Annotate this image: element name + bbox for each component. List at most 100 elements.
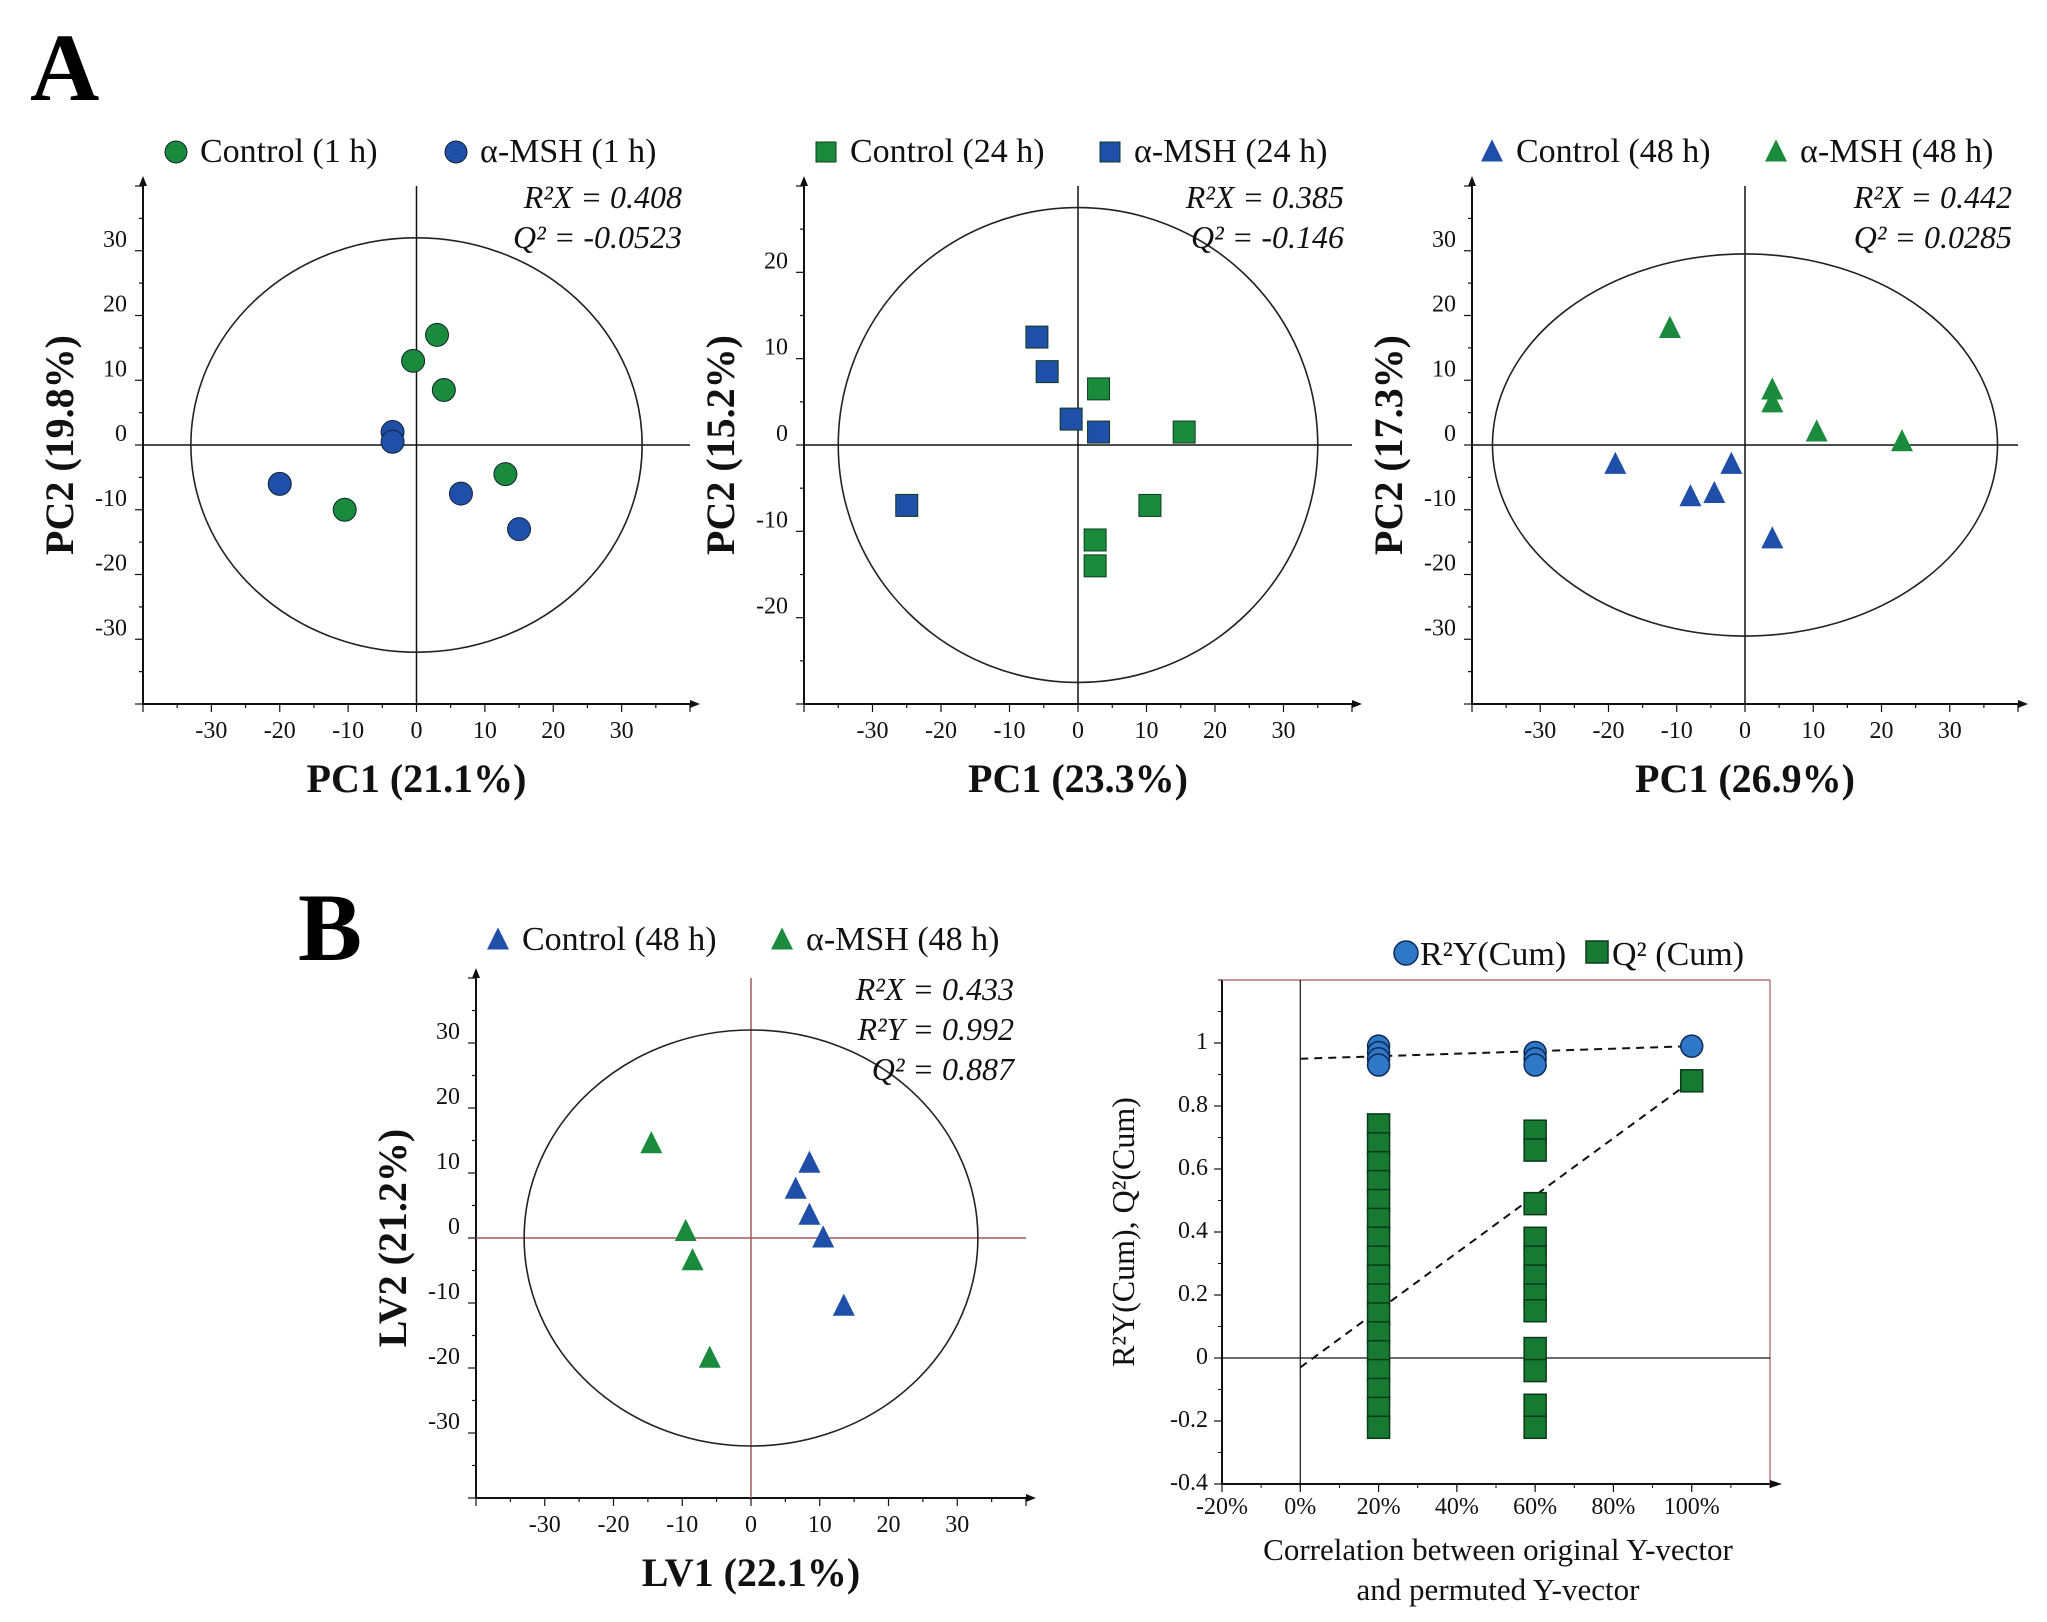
y-tick-label: -20 <box>428 1344 460 1370</box>
y-tick-label: 0 <box>1444 421 1456 447</box>
data-point <box>431 377 456 402</box>
legend-label: R²Y(Cum) <box>1420 936 1566 973</box>
data-point <box>798 1202 821 1225</box>
data-point <box>1025 325 1049 349</box>
y-axis-arrow <box>139 176 147 186</box>
y-tick-label: 30 <box>436 1019 460 1045</box>
model-stat: Q² = -0.0523 <box>513 219 682 255</box>
model-stat: Q² = -0.146 <box>1191 219 1344 255</box>
model-stat: R²X = 0.442 <box>1853 179 2012 215</box>
confidence-ellipse <box>523 1029 979 1447</box>
data-point <box>1761 377 1784 400</box>
model-stat: Q² = 0.887 <box>872 1051 1016 1087</box>
x-axis-arrow <box>2018 700 2028 708</box>
y-tick-label: -20 <box>756 594 788 620</box>
legend-marker <box>1765 139 1787 162</box>
y-axis-title: PC2 (17.3%) <box>1366 335 1411 555</box>
y-axis-title: PC2 (15.2%) <box>698 335 743 555</box>
x-tick-label: -10 <box>994 718 1026 744</box>
legend-marker <box>487 927 509 950</box>
x-axis-title-line-1: Correlation between original Y-vector <box>1263 1532 1733 1567</box>
y-tick-label: -20 <box>95 551 127 577</box>
data-point <box>1523 1053 1547 1077</box>
data-point <box>674 1218 697 1241</box>
data-point <box>507 517 532 542</box>
data-point <box>1679 484 1702 507</box>
y-axis-arrow <box>1468 176 1476 186</box>
x-tick-label: -20 <box>598 1512 630 1538</box>
y-axis-title: LV2 (21.2%) <box>370 1129 415 1348</box>
data-point <box>1366 1415 1391 1440</box>
plsda-plot-48h: -30 -20 -10 0 10 20 30 30 20 10 0 -10 -20 -30 LV1 (22.… <box>370 921 1036 1595</box>
data-point <box>1035 360 1059 384</box>
x-tick-label: 20 <box>1203 718 1227 744</box>
trend-line <box>1299 1079 1693 1369</box>
model-stat: R²X = 0.408 <box>523 179 682 215</box>
data-point <box>1679 1034 1704 1058</box>
data-point <box>812 1225 835 1248</box>
confidence-ellipse <box>837 206 1319 684</box>
x-tick-label: 60% <box>1513 1494 1557 1520</box>
data-point <box>1604 451 1627 474</box>
x-tick-label: -30 <box>195 718 227 744</box>
model-stat: R²X = 0.433 <box>855 971 1014 1007</box>
panel-label-a: A <box>30 14 99 121</box>
data-point <box>1523 1299 1547 1323</box>
x-axis-title: PC1 (21.1%) <box>307 756 527 801</box>
confidence-ellipse <box>1491 253 1999 637</box>
data-point <box>895 493 919 517</box>
y-tick-label: 1 <box>1196 1029 1208 1055</box>
data-point <box>640 1131 663 1154</box>
x-axis-arrow <box>1770 1480 1782 1488</box>
legend-label: Control (48 h) <box>522 921 717 958</box>
x-axis-arrow <box>1352 700 1362 708</box>
x-tick-label: 30 <box>610 718 634 744</box>
x-tick-label: 20% <box>1357 1494 1401 1520</box>
y-tick-label: -10 <box>428 1279 460 1305</box>
y-tick-label: -10 <box>1424 486 1456 512</box>
data-point <box>1523 1138 1547 1162</box>
data-point <box>1138 493 1162 517</box>
data-point <box>681 1248 704 1271</box>
data-point <box>1523 1191 1547 1216</box>
data-point <box>1172 420 1196 444</box>
x-tick-label: -20 <box>1593 718 1625 744</box>
x-tick-label: 80% <box>1591 1494 1635 1520</box>
data-point <box>1087 377 1111 401</box>
y-tick-label: 30 <box>1432 227 1456 253</box>
x-tick-label: -30 <box>1524 718 1556 744</box>
data-point <box>1059 407 1083 431</box>
model-stat: R²X = 0.385 <box>1185 179 1344 215</box>
data-point <box>1083 528 1107 552</box>
data-point <box>1083 554 1107 578</box>
panel-label-b: B <box>298 874 362 981</box>
legend-label: α-MSH (1 h) <box>480 133 656 170</box>
data-point <box>425 322 450 347</box>
y-tick-label: 20 <box>436 1084 460 1110</box>
x-axis-title: PC1 (23.3%) <box>968 756 1188 801</box>
x-tick-label: 20 <box>1870 718 1894 744</box>
x-axis-title-line-2: and permuted Y-vector <box>1357 1572 1641 1607</box>
x-tick-label: 10 <box>1801 718 1825 744</box>
x-axis-title: LV1 (22.1%) <box>642 1550 861 1595</box>
data-point <box>798 1150 821 1173</box>
pca-plot-24h: -30 -20 -10 0 10 20 30 20 10 0 -10 -20 PC1 (23.3%) PC… <box>698 133 1362 801</box>
y-tick-label: -0.2 <box>1170 1407 1208 1433</box>
legend-marker <box>1585 940 1609 964</box>
data-point <box>1703 480 1726 504</box>
data-point <box>832 1293 855 1316</box>
x-axis-title: PC1 (26.9%) <box>1635 756 1855 801</box>
x-tick-label: 30 <box>1938 718 1962 744</box>
data-point <box>1761 390 1784 413</box>
x-tick-label: -30 <box>857 718 889 744</box>
y-tick-label: 20 <box>1432 292 1456 318</box>
y-axis-arrow <box>800 176 808 186</box>
data-point <box>784 1176 807 1199</box>
x-tick-label: -30 <box>529 1512 561 1538</box>
data-point <box>698 1345 721 1368</box>
data-point <box>1366 1053 1391 1077</box>
x-tick-label: 0 <box>1739 718 1751 744</box>
x-tick-label: 30 <box>945 1512 969 1538</box>
legend-marker <box>444 140 468 164</box>
